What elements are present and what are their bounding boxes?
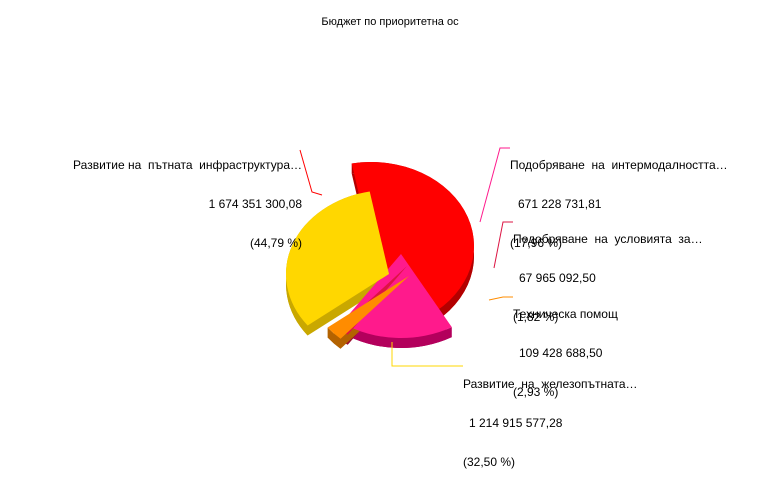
slice-percent: (1,82 %) (513, 310, 559, 324)
leader-line-1 (479, 147, 510, 223)
pie-slice-4[interactable] (286, 191, 389, 326)
slice-name: Подобряване на интермодалността… (510, 158, 728, 172)
slice-value: 109 428 688,50 (519, 346, 603, 360)
leader-line-4 (391, 342, 463, 367)
slice-name: Техническа помощ (513, 307, 618, 321)
label-road-infrastructure: Развитие на пътната инфраструктура… 1 67… (40, 133, 302, 263)
slice-percent: (17,96 %) (510, 236, 563, 250)
slice-name: Подобряване на условията за… (513, 232, 703, 246)
slice-value: 1 674 351 300,08 (208, 197, 302, 211)
slice-name: Развитие на пътната инфраструктура… (73, 158, 302, 172)
pie-slice-0[interactable] (351, 162, 474, 320)
leader-line-3 (488, 296, 513, 301)
label-railway: Развитие на железопътната… 1 214 915 577… (463, 352, 638, 482)
label-conditions: Подобряване на условията за… 67 965 092,… (513, 207, 703, 337)
pie-slice-1[interactable] (341, 254, 452, 338)
leader-line-0 (299, 149, 323, 196)
label-intermodality: Подобряване на интермодалността… 671 228… (510, 133, 728, 263)
slice-value: 67 965 092,50 (519, 271, 596, 285)
slice-value: 1 214 915 577,28 (469, 416, 563, 430)
slice-name: Развитие на железопътната… (463, 377, 638, 391)
chart-title: Бюджет по приоритетна ос (321, 16, 459, 28)
pie-slice-3[interactable] (327, 276, 409, 339)
slice-percent: (32,50 %) (463, 455, 516, 469)
slice-value: 671 228 731,81 (518, 197, 602, 211)
slice-percent: (2,93 %) (513, 385, 559, 399)
label-technical-assistance: Техническа помощ 109 428 688,50 (2,93 %) (513, 282, 618, 412)
leader-line-2 (493, 221, 513, 269)
slice-percent: (44,79 %) (249, 236, 302, 250)
